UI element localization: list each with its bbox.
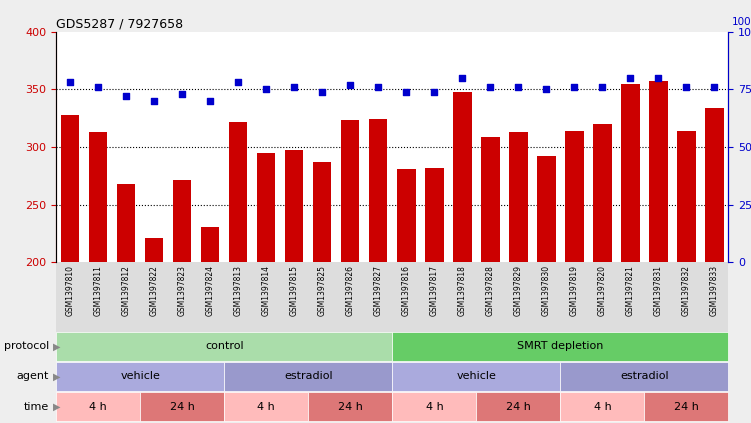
Text: SMRT depletion: SMRT depletion [517, 341, 604, 352]
Point [372, 84, 385, 91]
Text: protocol: protocol [4, 341, 49, 352]
Text: 4 h: 4 h [426, 401, 443, 412]
Point [596, 84, 608, 91]
Text: 4 h: 4 h [593, 401, 611, 412]
Bar [258, 153, 276, 423]
Text: 24 h: 24 h [674, 401, 699, 412]
Text: 24 h: 24 h [506, 401, 531, 412]
Point [149, 97, 161, 104]
Bar [454, 92, 472, 423]
Bar [229, 122, 248, 423]
Point [484, 84, 496, 91]
Point [708, 84, 720, 91]
Point [512, 84, 524, 91]
Bar [621, 84, 640, 423]
Text: 100%: 100% [731, 17, 751, 27]
Text: time: time [23, 401, 49, 412]
Text: 4 h: 4 h [89, 401, 107, 412]
Point [428, 88, 440, 95]
Point [680, 84, 692, 91]
Bar [593, 124, 611, 423]
Bar [566, 131, 584, 423]
Point [653, 74, 665, 81]
Point [316, 88, 328, 95]
Point [345, 81, 357, 88]
Point [569, 84, 581, 91]
Point [92, 84, 104, 91]
Text: ▶: ▶ [53, 401, 61, 412]
Bar [117, 184, 135, 423]
Bar [481, 137, 499, 423]
Bar [145, 238, 164, 423]
Point [232, 79, 244, 86]
Text: GDS5287 / 7927658: GDS5287 / 7927658 [56, 18, 183, 30]
Text: vehicle: vehicle [457, 371, 496, 382]
Bar [285, 151, 303, 423]
Point [288, 84, 300, 91]
Bar [89, 132, 107, 423]
Bar [425, 168, 444, 423]
Bar [397, 169, 415, 423]
Point [65, 79, 77, 86]
Text: control: control [205, 341, 243, 352]
Bar [509, 132, 527, 423]
Point [624, 74, 636, 81]
Text: vehicle: vehicle [120, 371, 160, 382]
Point [457, 74, 469, 81]
Point [120, 93, 132, 100]
Point [400, 88, 412, 95]
Text: estradiol: estradiol [284, 371, 333, 382]
Text: 24 h: 24 h [170, 401, 195, 412]
Bar [677, 131, 695, 423]
Point [204, 97, 216, 104]
Point [541, 86, 553, 93]
Bar [313, 162, 331, 423]
Bar [341, 121, 360, 423]
Text: agent: agent [17, 371, 49, 382]
Text: 24 h: 24 h [338, 401, 363, 412]
Text: estradiol: estradiol [620, 371, 668, 382]
Text: 4 h: 4 h [258, 401, 276, 412]
Bar [537, 156, 556, 423]
Bar [173, 181, 192, 423]
Point [176, 91, 189, 97]
Bar [201, 227, 219, 423]
Bar [62, 115, 80, 423]
Point [261, 86, 273, 93]
Bar [650, 81, 668, 423]
Bar [369, 119, 388, 423]
Bar [705, 108, 723, 423]
Text: ▶: ▶ [53, 341, 61, 352]
Text: ▶: ▶ [53, 371, 61, 382]
